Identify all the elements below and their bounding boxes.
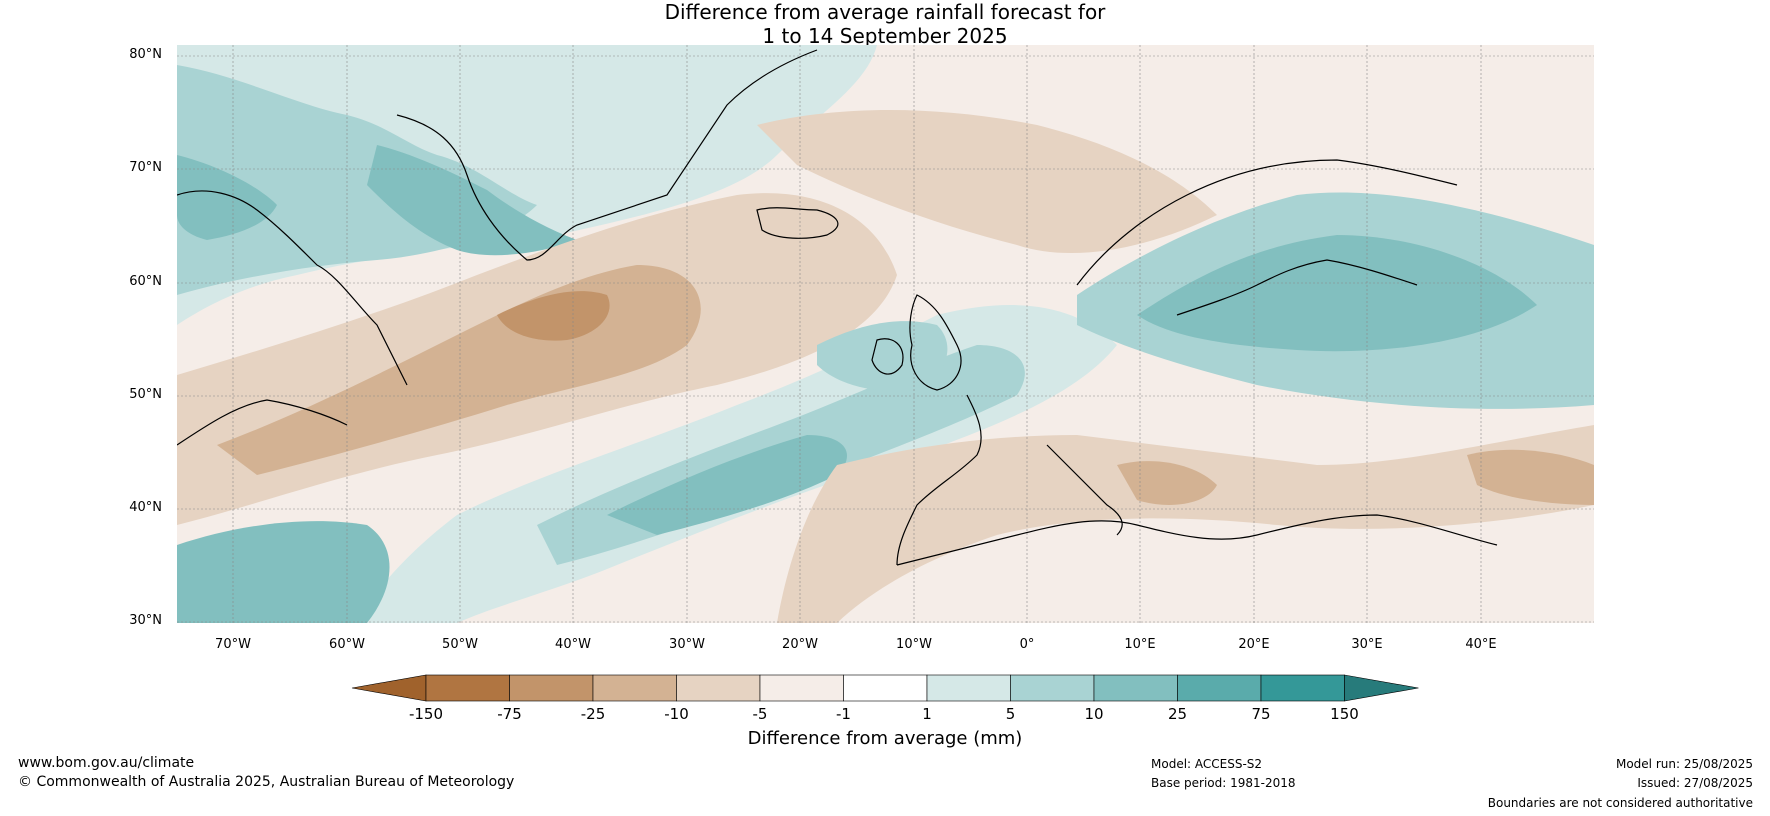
- colorbar-swatch-extend-low: [351, 674, 427, 702]
- colorbar-swatch: [843, 674, 928, 702]
- coast-mediterranean: [896, 514, 1498, 566]
- rainfall-map: [177, 45, 1594, 623]
- footer-model: Model: ACCESS-S2: [1151, 757, 1263, 771]
- map-svg: [177, 45, 1594, 623]
- colorbar: [351, 674, 1419, 702]
- colorbar-swatch: [676, 674, 761, 702]
- contour-dry-north-sea: [757, 110, 1217, 254]
- lon-label-40w: 40°W: [555, 637, 591, 652]
- coast-greenland: [396, 49, 818, 261]
- colorbar-tick-label: -25: [580, 705, 606, 723]
- lon-label-30e: 30°E: [1351, 637, 1383, 652]
- coast-canada: [177, 190, 408, 386]
- coast-norway: [1076, 159, 1458, 286]
- colorbar-tick-label: -1: [836, 705, 851, 723]
- colorbar-swatch: [592, 674, 677, 702]
- title-line-1: Difference from average rainfall forecas…: [664, 0, 1106, 24]
- contour-wet-labrador: [177, 155, 277, 240]
- coast-canada-south: [177, 399, 348, 446]
- colorbar-tick-label: -10: [664, 705, 689, 723]
- colorbar-tick-label: 10: [1084, 705, 1104, 723]
- contour-dry-mediterranean-2: [1117, 461, 1217, 505]
- colorbar-swatch: [425, 674, 510, 702]
- colorbar-swatch: [926, 674, 1011, 702]
- colorbar-tick-label: -150: [408, 705, 444, 723]
- lon-label-0: 0°: [1019, 637, 1035, 652]
- colorbar-swatch-extend-high: [1344, 674, 1419, 702]
- footer-website: www.bom.gov.au/climate: [18, 755, 195, 771]
- coast-europe-west: [896, 394, 982, 566]
- colorbar-swatch: [1260, 674, 1345, 702]
- colorbar-swatch: [759, 674, 844, 702]
- colorbar-tick-label: 75: [1251, 705, 1271, 723]
- footer-base-period: Base period: 1981-2018: [1151, 776, 1296, 790]
- coast-british-isles: [909, 294, 962, 391]
- lon-label-40e: 40°E: [1465, 637, 1497, 652]
- lon-label-10w: 10°W: [896, 637, 932, 652]
- coast-iceland: [756, 207, 839, 239]
- colorbar-swatch: [1093, 674, 1178, 702]
- contour-dry-east: [1467, 449, 1594, 505]
- lat-label-40n: 40°N: [129, 500, 162, 515]
- footer-model-run: Model run: 25/08/2025: [1615, 757, 1753, 771]
- lon-label-10e: 10°E: [1124, 637, 1156, 652]
- contour-wet-greenland: [367, 145, 577, 256]
- map-title: Difference from average rainfall forecas…: [0, 0, 1770, 48]
- colorbar-tick-label: 5: [1005, 705, 1016, 723]
- footer-disclaimer: Boundaries are not considered authoritat…: [1487, 796, 1753, 810]
- lon-label-20e: 20°E: [1238, 637, 1270, 652]
- contour-dry-mediterranean: [777, 425, 1594, 623]
- colorbar-swatch: [509, 674, 594, 702]
- contour-wet-atlantic-3: [607, 435, 847, 535]
- lat-label-50n: 50°N: [129, 387, 162, 402]
- contour-wet-scandinavia-2: [1137, 235, 1537, 352]
- lon-label-20w: 20°W: [782, 637, 818, 652]
- title-line-2: 1 to 14 September 2025: [762, 24, 1008, 48]
- graticule: [177, 45, 1594, 623]
- lat-label-70n: 70°N: [129, 160, 162, 175]
- colorbar-tick-label: -75: [497, 705, 522, 723]
- lon-label-30w: 30°W: [669, 637, 705, 652]
- contour-wet-southwest: [177, 521, 390, 623]
- colorbar-tick-label: 25: [1167, 705, 1188, 723]
- coast-italy: [1046, 444, 1123, 536]
- footer-copyright: © Commonwealth of Australia 2025, Austra…: [18, 774, 515, 790]
- colorbar-swatch: [1010, 674, 1095, 702]
- colorbar-title: Difference from average (mm): [747, 728, 1023, 749]
- lon-label-60w: 60°W: [329, 637, 365, 652]
- colorbar-swatch: [1177, 674, 1262, 702]
- lon-label-70w: 70°W: [215, 637, 251, 652]
- colorbar-tick-label: 1: [922, 705, 932, 723]
- lat-label-60n: 60°N: [129, 274, 162, 289]
- lon-label-50w: 50°W: [442, 637, 478, 652]
- contour-dry-atlantic-3: [497, 291, 610, 341]
- lat-label-30n: 30°N: [129, 613, 162, 628]
- colorbar-tick-label: -5: [752, 705, 768, 723]
- colorbar-swatches: [351, 674, 1419, 702]
- lat-label-80n: 80°N: [129, 47, 162, 62]
- footer-issued: Issued: 27/08/2025: [1637, 776, 1753, 790]
- colorbar-tick-label: 150: [1330, 705, 1359, 723]
- coastlines: [177, 49, 1498, 566]
- coast-baltic: [1176, 259, 1418, 316]
- coast-ireland: [871, 338, 904, 375]
